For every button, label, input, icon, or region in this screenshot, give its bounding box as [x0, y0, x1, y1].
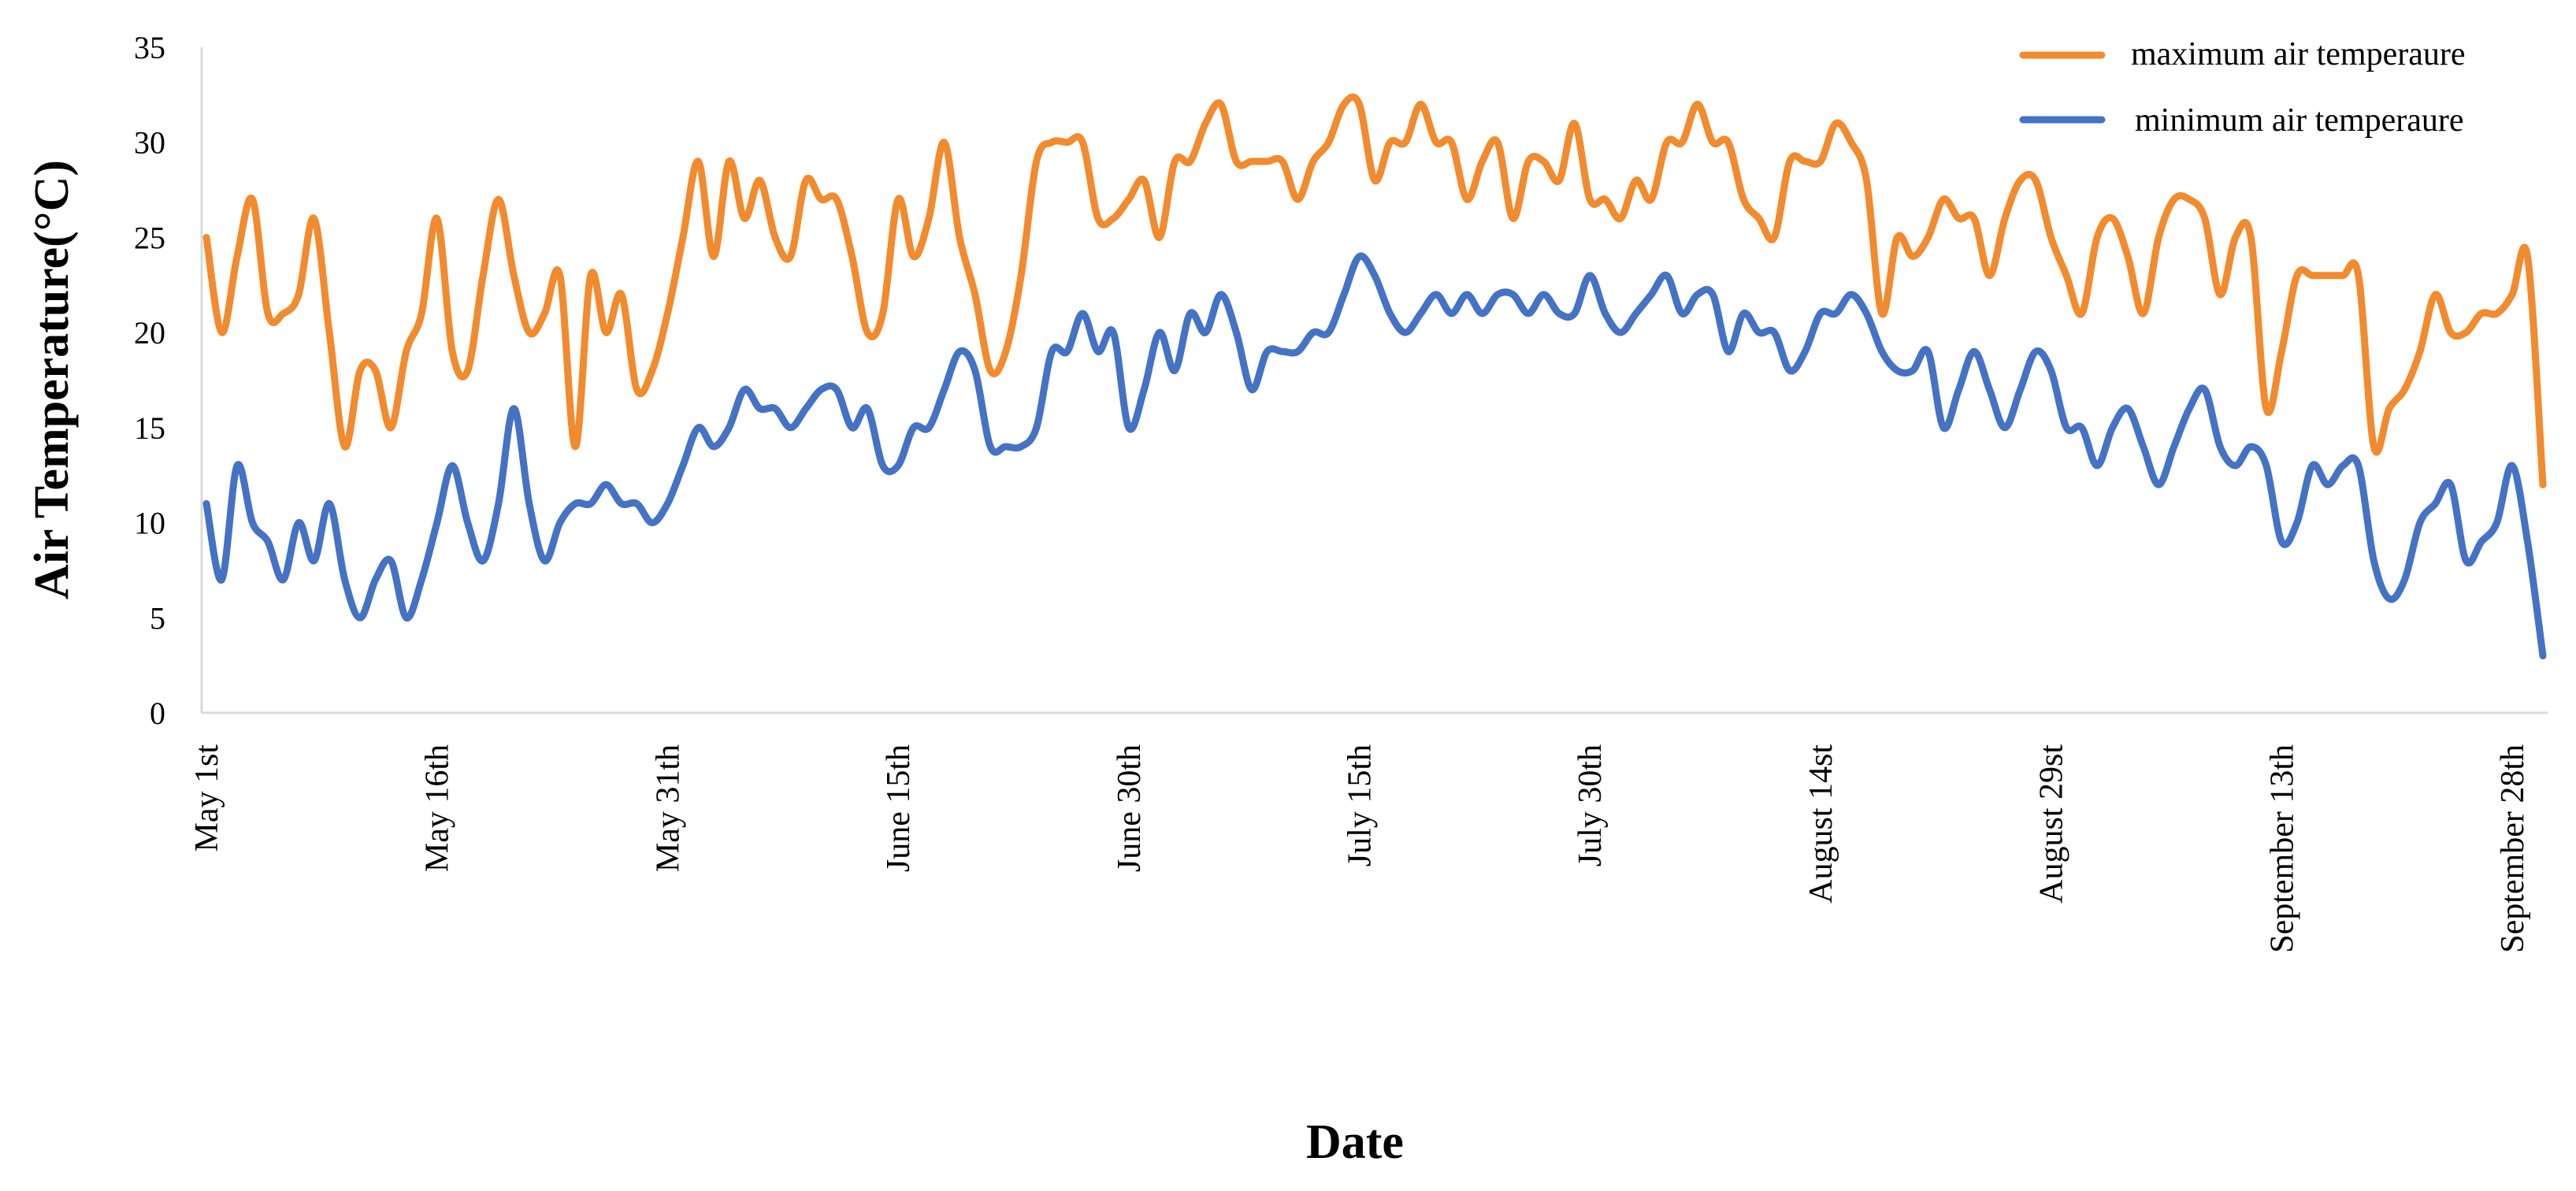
- y-tick-label: 15: [134, 410, 165, 446]
- series-line-maximum: [202, 93, 2547, 488]
- axes: [200, 47, 2548, 714]
- y-tick-label: 0: [150, 696, 165, 731]
- x-tick-label: September 28th: [2495, 744, 2531, 953]
- x-tick-label: July 15th: [1342, 744, 1378, 866]
- y-tick-label: 25: [134, 220, 165, 255]
- y-tick-label: 20: [134, 315, 165, 351]
- x-axis-title: Date: [1306, 1115, 1404, 1169]
- y-axis-title: Air Temperature(°C): [25, 160, 79, 599]
- x-tick-label: May 31th: [650, 744, 686, 872]
- x-tick-label: May 1st: [189, 744, 225, 852]
- y-tick-label: 5: [150, 600, 165, 636]
- x-tick-label: August 29st: [2034, 744, 2070, 903]
- x-tick-labels: May 1st May 16th May 31th June 15th June 30t…: [189, 744, 2531, 953]
- x-tick-label: August 14st: [1803, 744, 1839, 903]
- legend-label-min: minimum air temperaure: [2135, 102, 2464, 139]
- series-line-minimum: [202, 252, 2547, 660]
- x-tick-label: June 15th: [881, 744, 917, 872]
- y-tick-label: 10: [134, 506, 165, 541]
- legend: maximum air temperaure minimum air tempe…: [2019, 36, 2466, 139]
- legend-label-max: maximum air temperaure: [2131, 36, 2466, 72]
- y-tick-label: 30: [134, 125, 165, 161]
- y-tick-labels: 0 5 10 15 20 25 30 35: [134, 30, 165, 731]
- x-tick-label: June 30th: [1112, 744, 1148, 872]
- x-tick-label: July 30th: [1572, 744, 1609, 866]
- x-tick-label: September 13th: [2264, 744, 2300, 953]
- x-tick-label: May 16th: [420, 744, 456, 872]
- series-lines: [202, 93, 2547, 660]
- y-tick-label: 35: [134, 30, 165, 65]
